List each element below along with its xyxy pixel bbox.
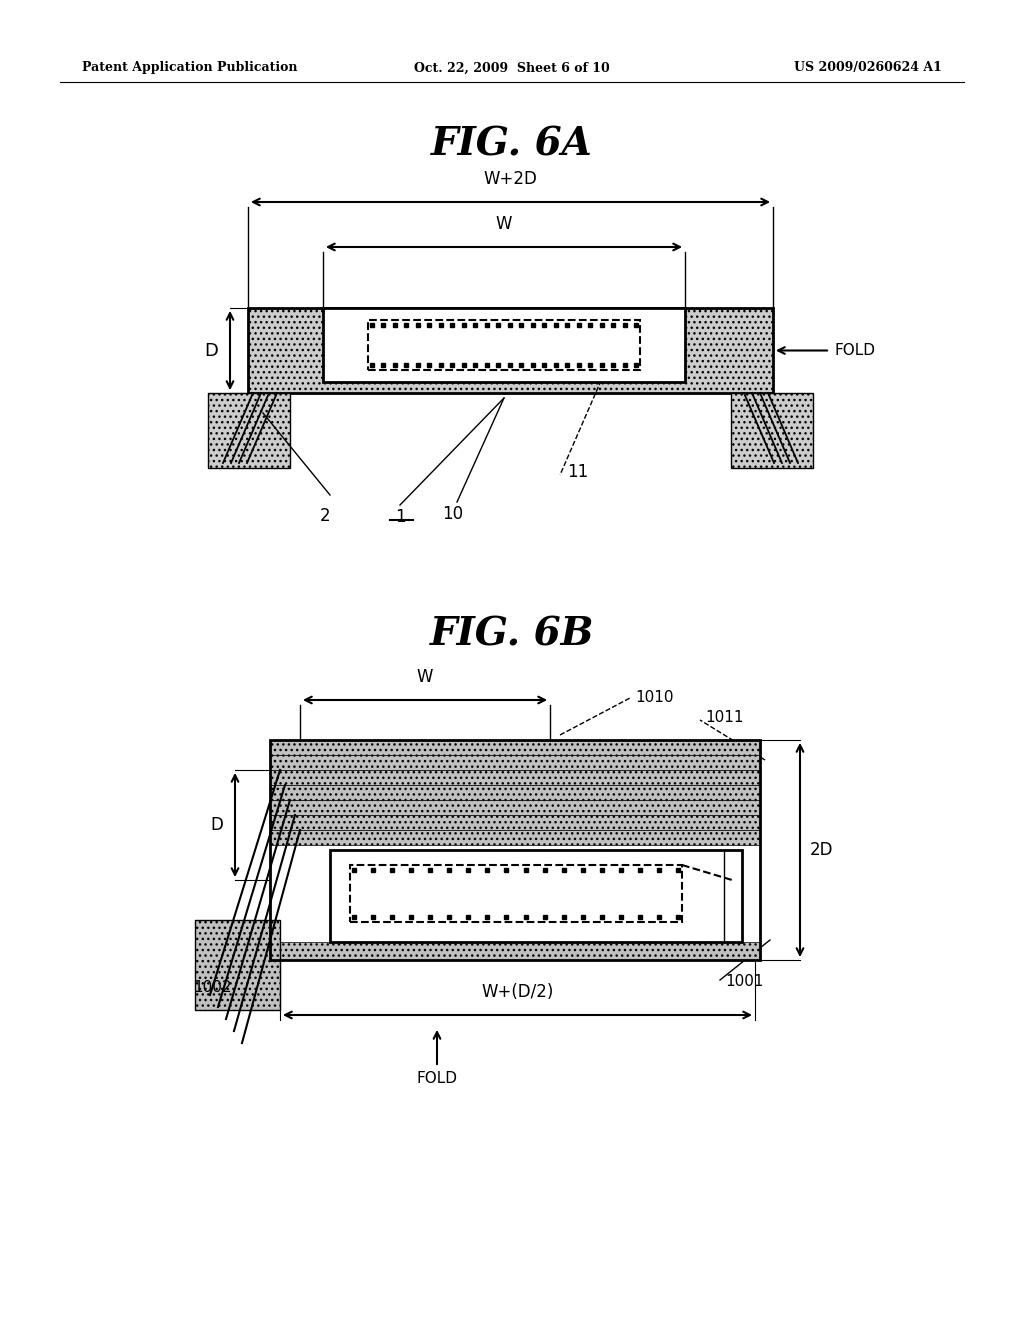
Text: W: W [496,215,512,234]
Text: 1010: 1010 [635,690,674,705]
Bar [270,755,760,770]
Text: 2: 2 [319,507,331,525]
Text: W+(D/2): W+(D/2) [481,983,554,1001]
Bar [270,785,760,800]
Text: 1001: 1001 [725,974,764,990]
Bar [270,770,760,785]
Text: 1: 1 [394,508,406,525]
Text: 1002: 1002 [194,981,232,995]
Text: W+2D: W+2D [483,170,538,187]
Bar [368,319,640,370]
Text: US 2009/0260624 A1: US 2009/0260624 A1 [795,62,942,74]
Text: 10: 10 [442,506,464,523]
Text: 11: 11 [567,463,588,480]
Bar [248,308,773,393]
Bar [270,830,760,845]
Text: FOLD: FOLD [417,1071,458,1086]
Text: Oct. 22, 2009  Sheet 6 of 10: Oct. 22, 2009 Sheet 6 of 10 [414,62,610,74]
Text: 1011: 1011 [705,710,743,726]
Text: Patent Application Publication: Patent Application Publication [82,62,298,74]
Text: FIG. 6A: FIG. 6A [431,125,593,164]
Text: FIG. 6B: FIG. 6B [430,616,594,653]
Bar [270,741,760,960]
Bar [270,741,760,755]
Text: FOLD: FOLD [835,343,876,358]
Bar [195,920,280,1010]
Bar [270,942,760,960]
Text: D: D [204,342,218,359]
Bar [330,850,742,942]
Bar [350,865,682,921]
Bar [323,308,685,381]
Text: 2D: 2D [810,841,834,859]
Bar [270,814,760,830]
Text: W: W [417,668,433,686]
Bar [270,741,760,960]
Text: D: D [210,816,223,834]
Bar [208,393,290,469]
Bar [270,800,760,814]
Bar [731,393,813,469]
